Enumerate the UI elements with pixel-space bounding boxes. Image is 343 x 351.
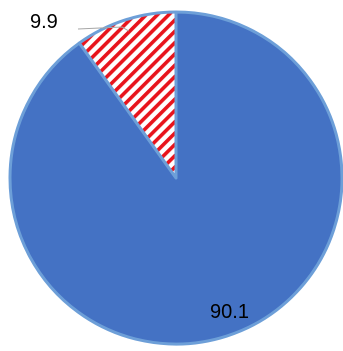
leader-line <box>77 26 130 32</box>
pie-slice-90.1 <box>8 10 343 346</box>
pie-slice-9.9 <box>77 10 178 180</box>
data-label-9.9: 9.9 <box>30 11 58 33</box>
data-label-90.1: 90.1 <box>210 301 249 323</box>
